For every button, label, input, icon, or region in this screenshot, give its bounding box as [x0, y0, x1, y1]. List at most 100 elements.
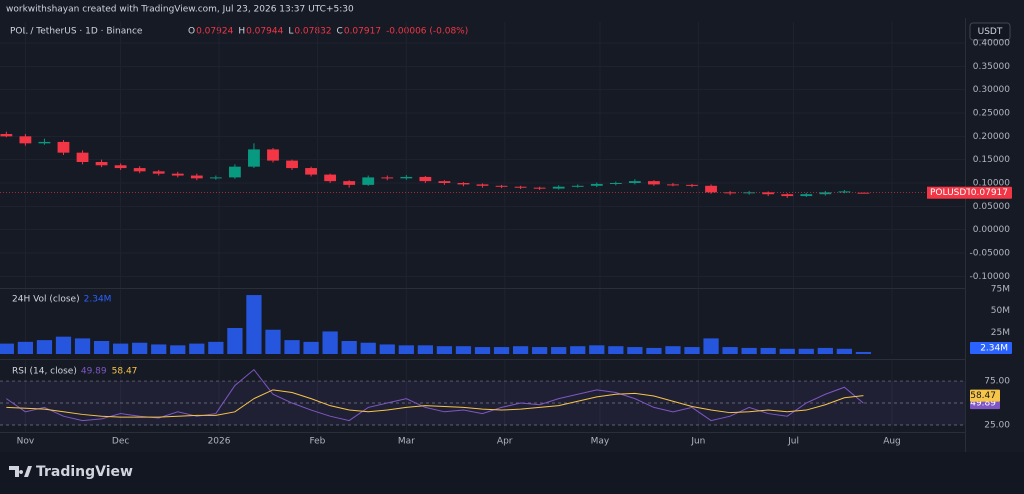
volume-bar	[532, 347, 548, 354]
ohlc-key: H	[238, 27, 245, 37]
x-tick-label: Jun	[690, 437, 705, 447]
candle-body	[190, 175, 203, 179]
candle-body	[838, 191, 851, 193]
last-price-label: 0.07917	[971, 188, 1008, 198]
candle-body	[552, 186, 565, 189]
volume-bar	[227, 328, 243, 354]
last-value-label: 58.47	[970, 391, 996, 401]
candle-body	[324, 174, 337, 182]
currency-button[interactable]	[969, 22, 1011, 41]
candle-body	[590, 183, 603, 186]
candle-body	[171, 173, 184, 176]
candle-body	[686, 184, 698, 186]
candle-body	[800, 194, 813, 197]
volume-bar	[474, 347, 491, 354]
y-tick-label: 0.35000	[973, 62, 1010, 72]
candle-body	[228, 166, 241, 178]
candle-body	[533, 187, 546, 189]
last-volume-label-bg	[970, 341, 1012, 354]
y-tick-label: 0.00000	[973, 225, 1010, 235]
y-tick-label: 50M	[991, 306, 1010, 316]
last-value-label-bg	[970, 389, 1000, 402]
candle-body	[457, 183, 470, 185]
volume-bar	[303, 341, 319, 354]
candle-body	[248, 149, 260, 167]
credit: workwithshayan created with TradingView.…	[6, 5, 354, 15]
y-tick-label: 0.40000	[973, 39, 1010, 49]
candle-body	[95, 162, 108, 166]
candle-body	[343, 181, 356, 185]
x-tick-label: Nov	[17, 437, 35, 447]
volume-bar	[817, 347, 833, 354]
candle-body	[743, 192, 756, 194]
volume-bar	[589, 345, 605, 354]
volume-bar	[779, 348, 795, 354]
volume-bar	[551, 347, 567, 354]
ohlc-key: L	[288, 27, 293, 37]
candle-body	[667, 184, 679, 186]
candle-body	[362, 177, 375, 185]
x-tick-label: Mar	[398, 437, 415, 447]
volume-bar	[417, 345, 433, 354]
volume-bar	[855, 351, 872, 354]
candle-body	[419, 176, 432, 182]
candle-body	[133, 168, 146, 172]
candle-body	[438, 181, 451, 183]
y-tick-label: 0.30000	[973, 85, 1010, 95]
candle-body	[819, 192, 832, 195]
y-tick-label: 75M	[991, 285, 1010, 295]
y-tick-label: 25M	[991, 328, 1010, 338]
x-tick-label: Apr	[497, 437, 513, 447]
y-tick-label: 25.00	[984, 420, 1010, 430]
logo-icon	[9, 466, 32, 477]
volume-bar	[341, 341, 357, 354]
volume-bar	[113, 343, 129, 354]
volume-bar	[93, 341, 110, 354]
volume-bar	[151, 344, 167, 354]
footer: TradingView	[0, 452, 1024, 494]
price-change: -0.00006 (-0.08%)	[386, 27, 468, 37]
candle-body	[781, 194, 794, 197]
pane-value: 2.34M	[84, 295, 112, 305]
ohlc-value: 0.07917	[344, 27, 381, 37]
candle-body	[114, 165, 127, 169]
volume-bar	[0, 343, 14, 354]
x-tick-label: Aug	[883, 437, 901, 447]
candle-body	[152, 171, 165, 174]
y-tick-label: 0.15000	[973, 155, 1010, 165]
x-tick-label: May	[591, 437, 610, 447]
volume-bar	[722, 347, 738, 354]
volume-bar	[512, 346, 529, 354]
volume-bar	[17, 341, 34, 354]
last-value-label: 49.89	[970, 399, 996, 409]
volume-bar	[608, 346, 624, 354]
currency[interactable]: USDT	[978, 27, 1003, 37]
logo-text: TradingView	[36, 464, 133, 480]
candle-body	[609, 183, 622, 184]
symbol-tag-bg	[927, 186, 971, 199]
y-tick-label: -0.10000	[970, 272, 1011, 282]
candle-body	[571, 185, 584, 187]
volume-bar	[455, 346, 472, 354]
candle-body	[0, 134, 13, 137]
volume-bar	[170, 345, 186, 354]
x-tick-label: Feb	[309, 437, 325, 447]
candle-body	[514, 186, 527, 188]
volume-bar	[760, 347, 776, 354]
candle-body	[76, 152, 89, 162]
volume-bar	[703, 338, 719, 354]
volume-bar	[246, 295, 262, 354]
volume-bar	[55, 336, 72, 354]
volume-bar	[646, 347, 662, 354]
y-tick-label: 0.25000	[973, 109, 1010, 119]
candle-body	[19, 136, 32, 144]
volume-bar	[284, 340, 300, 354]
volume-bar	[398, 345, 414, 354]
candle-body	[305, 168, 317, 175]
y-tick-label: -0.05000	[970, 249, 1011, 259]
x-tick-label: 2026	[208, 437, 231, 447]
candle-body	[38, 141, 51, 144]
candle-body	[400, 176, 413, 179]
volume-bar	[379, 344, 395, 354]
